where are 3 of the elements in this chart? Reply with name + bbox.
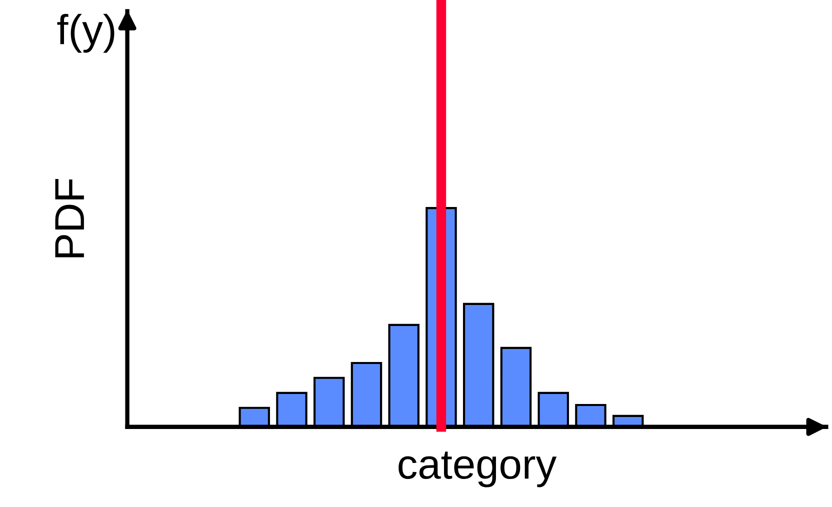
x-axis-title: category xyxy=(398,452,557,488)
y-axis-title: PDF xyxy=(55,179,84,258)
text: f(y) xyxy=(57,14,114,53)
